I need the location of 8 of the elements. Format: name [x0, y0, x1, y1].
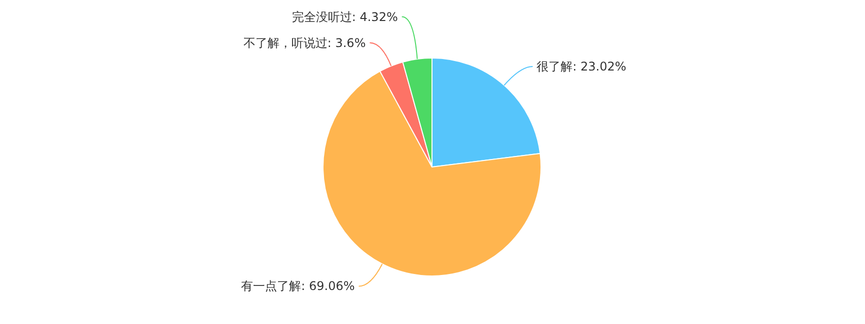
slice-label: 完全没听过 [292, 10, 352, 24]
slice-label: 有一点了解 [241, 279, 302, 294]
data-label: : 69.06% [301, 279, 355, 294]
data-label: : 4.32% [352, 10, 398, 24]
data-label: : 3.6% [327, 36, 366, 50]
slice-label: 不了解，听说过 [243, 36, 328, 50]
slice-label: 很了解 [536, 60, 573, 74]
data-label: : 23.02% [572, 60, 626, 74]
